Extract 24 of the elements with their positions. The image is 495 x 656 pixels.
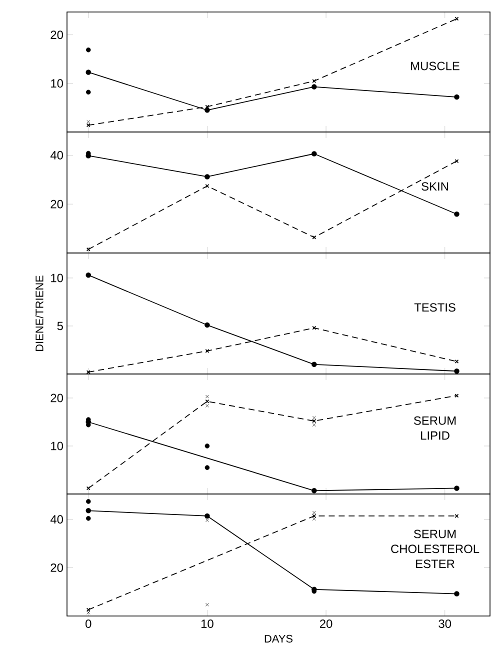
annotation: ESTER xyxy=(416,560,454,568)
annotation: SKIN xyxy=(422,182,448,191)
annotation: CHOLESTEROL xyxy=(391,544,480,554)
y-axis-title: DIENE/TRIENE xyxy=(35,276,44,351)
y-tick-label: 40 xyxy=(50,150,64,160)
x-tick-label: 30 xyxy=(438,620,452,628)
annotation: SERUM xyxy=(414,530,456,538)
y-tick-label: 10 xyxy=(51,79,64,88)
annotation: SERUM xyxy=(414,416,456,425)
annotation: TESTIS xyxy=(414,303,456,312)
annotation: MUSCLE xyxy=(411,62,460,70)
x-tick-label: 0 xyxy=(86,620,92,628)
y-tick-label: 20 xyxy=(50,30,64,40)
y-tick-label: 5 xyxy=(57,322,63,330)
annotation: LIPID xyxy=(421,431,450,440)
y-tick-label: 20 xyxy=(50,563,64,572)
y-tick-label: 20 xyxy=(50,200,64,208)
y-tick-label: 10 xyxy=(51,274,64,282)
y-tick-label: 20 xyxy=(50,394,64,402)
y-tick-label: 40 xyxy=(50,515,64,524)
y-tick-label: 10 xyxy=(51,442,64,450)
x-tick-label: 10 xyxy=(201,620,214,628)
x-axis-title: DAYS xyxy=(264,634,293,643)
x-tick-label: 20 xyxy=(320,620,332,628)
